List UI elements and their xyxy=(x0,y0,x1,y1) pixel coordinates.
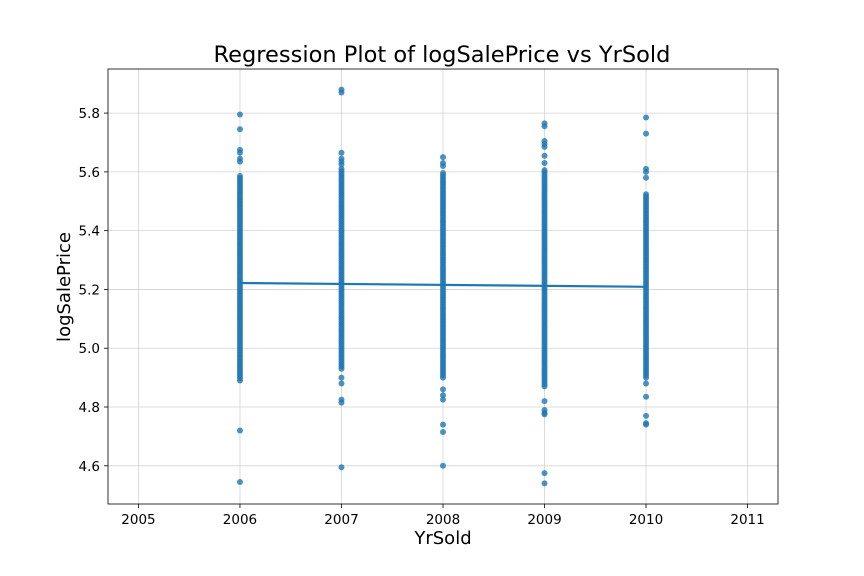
data-point xyxy=(440,428,446,435)
data-point xyxy=(440,170,446,177)
data-point xyxy=(643,380,650,387)
y-tick-label: 4.8 xyxy=(79,400,100,416)
data-point xyxy=(541,152,548,159)
data-point xyxy=(643,412,650,419)
scatter-points xyxy=(236,86,650,487)
data-point xyxy=(338,399,345,406)
x-tick-label: 2008 xyxy=(426,512,460,528)
data-point xyxy=(338,161,345,168)
data-point xyxy=(236,149,243,156)
data-point xyxy=(236,172,243,179)
data-point xyxy=(440,162,446,169)
data-point xyxy=(440,462,446,469)
y-axis-ticks: 4.6 4.8 5.0 5.2 5.4 5.6 5.8 xyxy=(79,106,108,475)
data-point xyxy=(338,165,345,172)
y-tick-label: 5.0 xyxy=(79,341,100,357)
x-tick-label: 2006 xyxy=(223,512,257,528)
y-tick-label: 4.6 xyxy=(79,459,100,475)
data-point xyxy=(440,421,446,428)
data-point xyxy=(338,464,345,471)
data-point xyxy=(541,480,548,487)
data-point xyxy=(541,470,548,477)
data-point xyxy=(541,398,548,405)
data-point xyxy=(643,174,650,181)
y-tick-label: 5.6 xyxy=(79,165,100,181)
data-point xyxy=(338,149,345,156)
data-point xyxy=(643,191,650,198)
data-point xyxy=(236,427,243,434)
x-tick-label: 2007 xyxy=(324,512,358,528)
data-point xyxy=(541,411,548,418)
data-point xyxy=(643,421,650,428)
y-tick-label: 5.2 xyxy=(79,282,100,298)
data-point xyxy=(541,160,548,167)
data-point xyxy=(440,386,446,393)
data-point xyxy=(236,111,243,118)
x-tick-label: 2009 xyxy=(527,512,561,528)
data-point xyxy=(236,126,243,133)
chart-title: Regression Plot of logSalePrice vs YrSol… xyxy=(214,42,671,68)
data-point xyxy=(541,167,548,174)
y-axis-label: logSalePrice xyxy=(54,232,75,342)
x-tick-label: 2010 xyxy=(629,512,663,528)
regression-line xyxy=(239,281,647,288)
data-point xyxy=(643,114,650,121)
data-point xyxy=(541,143,548,150)
x-tick-label: 2011 xyxy=(730,512,764,528)
x-axis-ticks: 2005 2006 2007 2008 2009 2010 2011 xyxy=(121,504,765,528)
x-tick-label: 2005 xyxy=(121,512,155,528)
y-tick-label: 5.8 xyxy=(79,106,100,122)
data-point xyxy=(440,392,446,399)
regression-line-group xyxy=(239,281,647,288)
data-point xyxy=(236,158,243,165)
data-point xyxy=(440,396,446,403)
data-point xyxy=(643,393,650,400)
data-point xyxy=(338,89,345,96)
data-point xyxy=(338,380,345,387)
data-point xyxy=(440,154,446,161)
data-point xyxy=(643,130,650,137)
data-point xyxy=(338,374,345,381)
y-tick-label: 5.4 xyxy=(79,224,100,240)
x-axis-label: YrSold xyxy=(413,528,471,549)
data-point xyxy=(541,123,548,130)
data-point xyxy=(643,168,650,175)
data-point xyxy=(236,478,243,485)
